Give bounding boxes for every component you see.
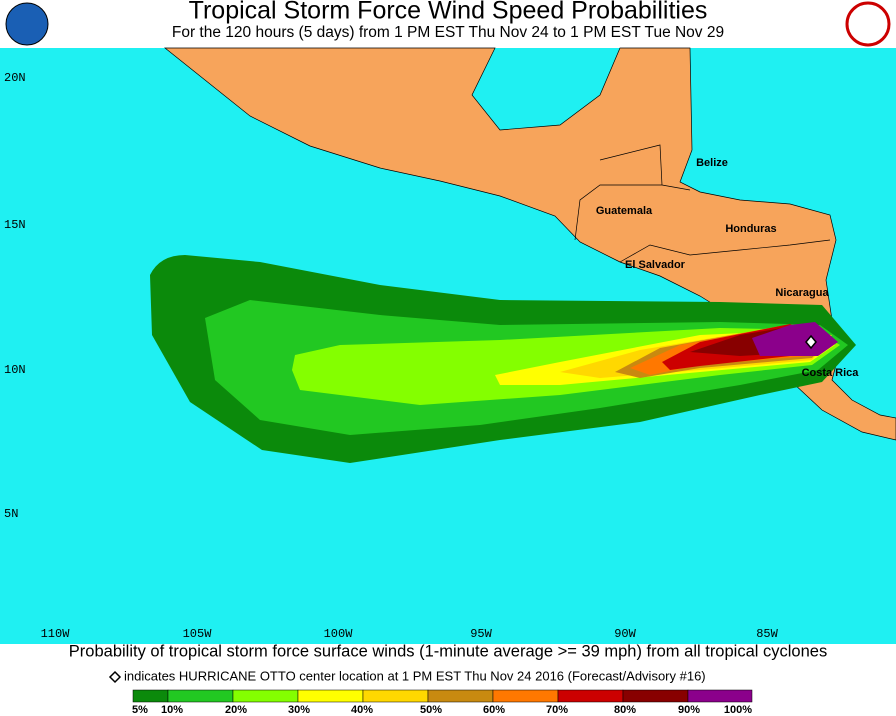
lat-label: 10N <box>4 363 26 377</box>
title: Tropical Storm Force Wind Speed Probabil… <box>189 0 708 25</box>
legend-swatch <box>622 689 689 703</box>
lon-label: 90W <box>614 627 636 641</box>
diamond-icon <box>108 670 122 684</box>
lon-label: 105W <box>183 627 213 641</box>
land <box>164 47 896 441</box>
place-label: Nicaragua <box>775 287 829 299</box>
legend-label: 100% <box>724 704 752 716</box>
legend-swatch <box>557 689 624 703</box>
legend-label: 60% <box>483 704 505 716</box>
lon-label: 85W <box>756 627 778 641</box>
lat-label: 20N <box>4 71 26 85</box>
description: Probability of tropical storm force surf… <box>69 642 827 660</box>
legend-swatch <box>297 689 364 703</box>
lon-label: 95W <box>470 627 492 641</box>
probability-swath <box>150 255 856 463</box>
legend-label: 40% <box>351 704 373 716</box>
country-borders <box>574 144 841 357</box>
legend-swatch <box>687 689 753 703</box>
place-label: El Salvador <box>625 259 686 271</box>
lon-label: 100W <box>324 627 354 641</box>
legend-label: 90% <box>678 704 700 716</box>
subtitle: For the 120 hours (5 days) from 1 PM EST… <box>172 24 724 41</box>
legend-label: 20% <box>225 704 247 716</box>
legend-swatch <box>167 689 234 703</box>
nws-logo <box>845 1 891 47</box>
place-label: Guatemala <box>596 205 653 217</box>
lat-label: 5N <box>4 507 18 521</box>
legend-swatch <box>492 689 559 703</box>
legend-label: 50% <box>420 704 442 716</box>
legend-label: 80% <box>614 704 636 716</box>
place-label: Honduras <box>725 223 776 235</box>
place-label: Belize <box>696 157 728 169</box>
lon-label: 110W <box>41 627 71 641</box>
legend-label: 30% <box>288 704 310 716</box>
legend-swatch <box>232 689 299 703</box>
legend-label: 5% <box>132 704 148 716</box>
place-label: Costa Rica <box>802 367 860 379</box>
legend-swatch <box>132 689 169 703</box>
lat-label: 15N <box>4 218 26 232</box>
note: indicates HURRICANE OTTO center location… <box>124 668 706 683</box>
legend-swatch <box>427 689 494 703</box>
legend-label: 10% <box>161 704 183 716</box>
storm-center <box>805 334 817 350</box>
noaa-logo <box>5 2 49 46</box>
legend-label: 70% <box>546 704 568 716</box>
legend-swatch <box>362 689 429 703</box>
